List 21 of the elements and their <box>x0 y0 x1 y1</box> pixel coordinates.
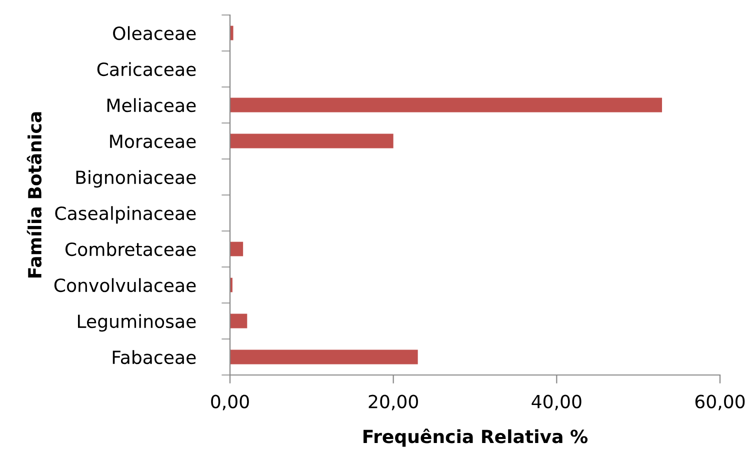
y-tick-label: Bignoniaceae <box>76 170 196 188</box>
y-axis-title: Família Botânica <box>26 112 42 278</box>
bar <box>230 242 244 256</box>
y-tick-label: Meliaceae <box>107 98 196 112</box>
x-axis-title: Frequência Relativa % <box>364 428 588 447</box>
x-tick-label: 0,00 <box>211 394 249 410</box>
y-tick-label: Caricaceae <box>97 62 196 76</box>
x-tick-label: 40,00 <box>532 394 582 410</box>
y-tick-label: Casealpinaceae <box>55 206 196 224</box>
bar <box>230 314 248 328</box>
bar <box>230 134 394 148</box>
bar <box>230 350 418 364</box>
x-tick-label: 60,00 <box>695 394 745 410</box>
y-tick-label: Convolvulaceae <box>54 278 196 292</box>
y-tick-label: Oleaceae <box>113 26 196 40</box>
y-tick-label: Combretaceae <box>65 242 196 256</box>
y-tick-label: Fabaceae <box>112 350 196 364</box>
x-tick-label: 20,00 <box>368 394 418 410</box>
bar <box>230 98 662 112</box>
y-tick-label: Moraceae <box>110 134 196 148</box>
y-tick-label: Leguminosae <box>78 314 196 332</box>
